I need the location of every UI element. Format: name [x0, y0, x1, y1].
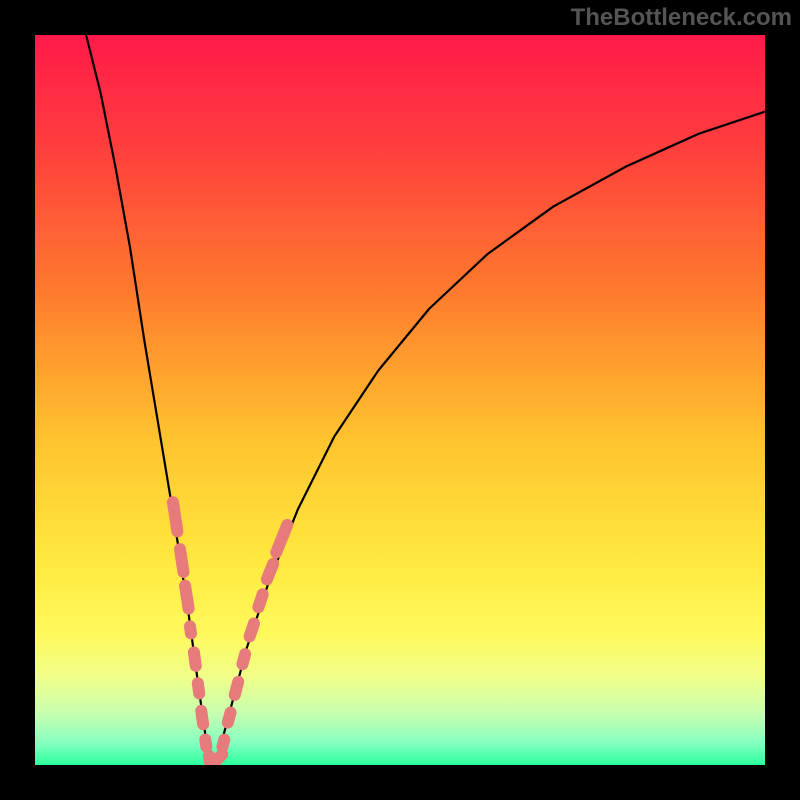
marker-capsule — [268, 517, 295, 560]
marker-capsule — [251, 587, 270, 615]
marker-capsule — [259, 556, 281, 587]
bottleneck-curve — [86, 35, 765, 765]
marker-capsule — [242, 616, 261, 644]
marker-cluster — [166, 495, 295, 765]
marker-capsule — [178, 579, 195, 616]
watermark-text: TheBottleneck.com — [571, 4, 792, 32]
marker-capsule — [194, 704, 209, 731]
plot-area — [35, 35, 765, 765]
marker-capsule — [166, 495, 184, 538]
chart-container: TheBottleneck.com — [0, 0, 800, 800]
marker-capsule — [235, 647, 252, 672]
marker-capsule — [183, 620, 197, 641]
curve-layer — [35, 35, 765, 765]
marker-capsule — [221, 705, 238, 730]
marker-capsule — [191, 676, 206, 700]
marker-capsule — [187, 646, 202, 673]
marker-capsule — [173, 542, 190, 579]
marker-capsule — [227, 674, 245, 702]
